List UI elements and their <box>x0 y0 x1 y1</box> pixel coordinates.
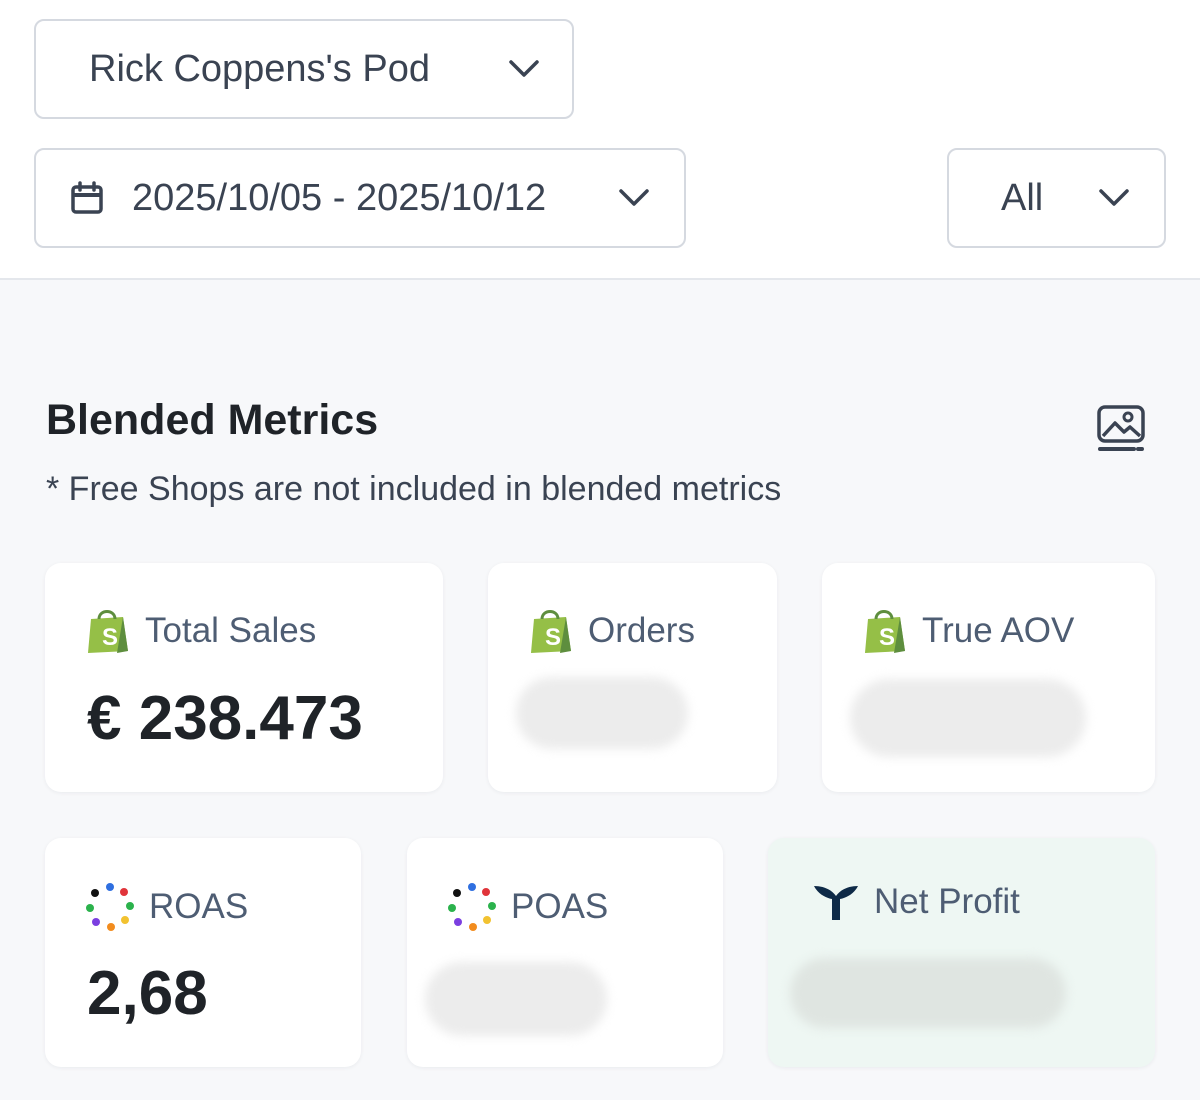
metric-value: € 238.473 <box>87 684 363 753</box>
metric-card-net-profit[interactable]: Net Profit <box>768 838 1155 1067</box>
chevron-down-icon <box>509 60 539 77</box>
calendar-icon <box>71 181 103 214</box>
date-range-value: 2025/10/05 - 2025/10/12 <box>132 176 547 219</box>
metric-label: Total Sales <box>145 611 317 650</box>
metric-card-roas[interactable]: ROAS 2,68 <box>45 838 361 1067</box>
metric-card-total-sales[interactable]: S Total Sales € 238.473 <box>45 563 443 792</box>
store-filter-select[interactable]: All <box>947 148 1166 248</box>
pod-selector-value: Rick Coppens's Pod <box>89 47 430 90</box>
metric-card-true-aov[interactable]: S True AOV <box>822 563 1155 792</box>
store-filter-value: All <box>1001 176 1044 219</box>
metric-label: ROAS <box>149 887 249 926</box>
redacted-value <box>790 958 1066 1028</box>
chevron-down-icon <box>619 189 649 206</box>
metric-card-orders[interactable]: S Orders <box>488 563 777 792</box>
section-title: Blended Metrics <box>46 396 379 444</box>
metric-label: Orders <box>588 611 695 650</box>
metric-card-poas[interactable]: POAS <box>407 838 723 1067</box>
svg-text:S: S <box>879 624 895 651</box>
shopify-icon: S <box>531 610 571 653</box>
redacted-value <box>425 962 607 1036</box>
redacted-value <box>516 677 688 749</box>
metric-label: Net Profit <box>874 882 1020 921</box>
date-range-picker[interactable]: 2025/10/05 - 2025/10/12 <box>34 148 686 248</box>
pixel-dots-icon <box>86 883 134 931</box>
section-note: * Free Shops are not included in blended… <box>46 470 782 508</box>
image-export-icon[interactable] <box>1096 404 1146 452</box>
shopify-icon: S <box>88 610 128 653</box>
svg-text:S: S <box>102 624 118 651</box>
triple-whale-icon <box>814 886 858 920</box>
pod-selector[interactable]: Rick Coppens's Pod <box>34 19 574 119</box>
redacted-value <box>850 679 1086 757</box>
metric-label: True AOV <box>922 611 1075 650</box>
metric-value: 2,68 <box>87 959 208 1028</box>
chevron-down-icon <box>1099 189 1129 206</box>
svg-text:S: S <box>545 624 561 651</box>
pixel-dots-icon <box>448 883 496 931</box>
filter-bar: Rick Coppens's Pod 2025/10/05 - 2025/10/… <box>0 0 1200 280</box>
shopify-icon: S <box>865 610 905 653</box>
metric-label: POAS <box>511 887 609 926</box>
